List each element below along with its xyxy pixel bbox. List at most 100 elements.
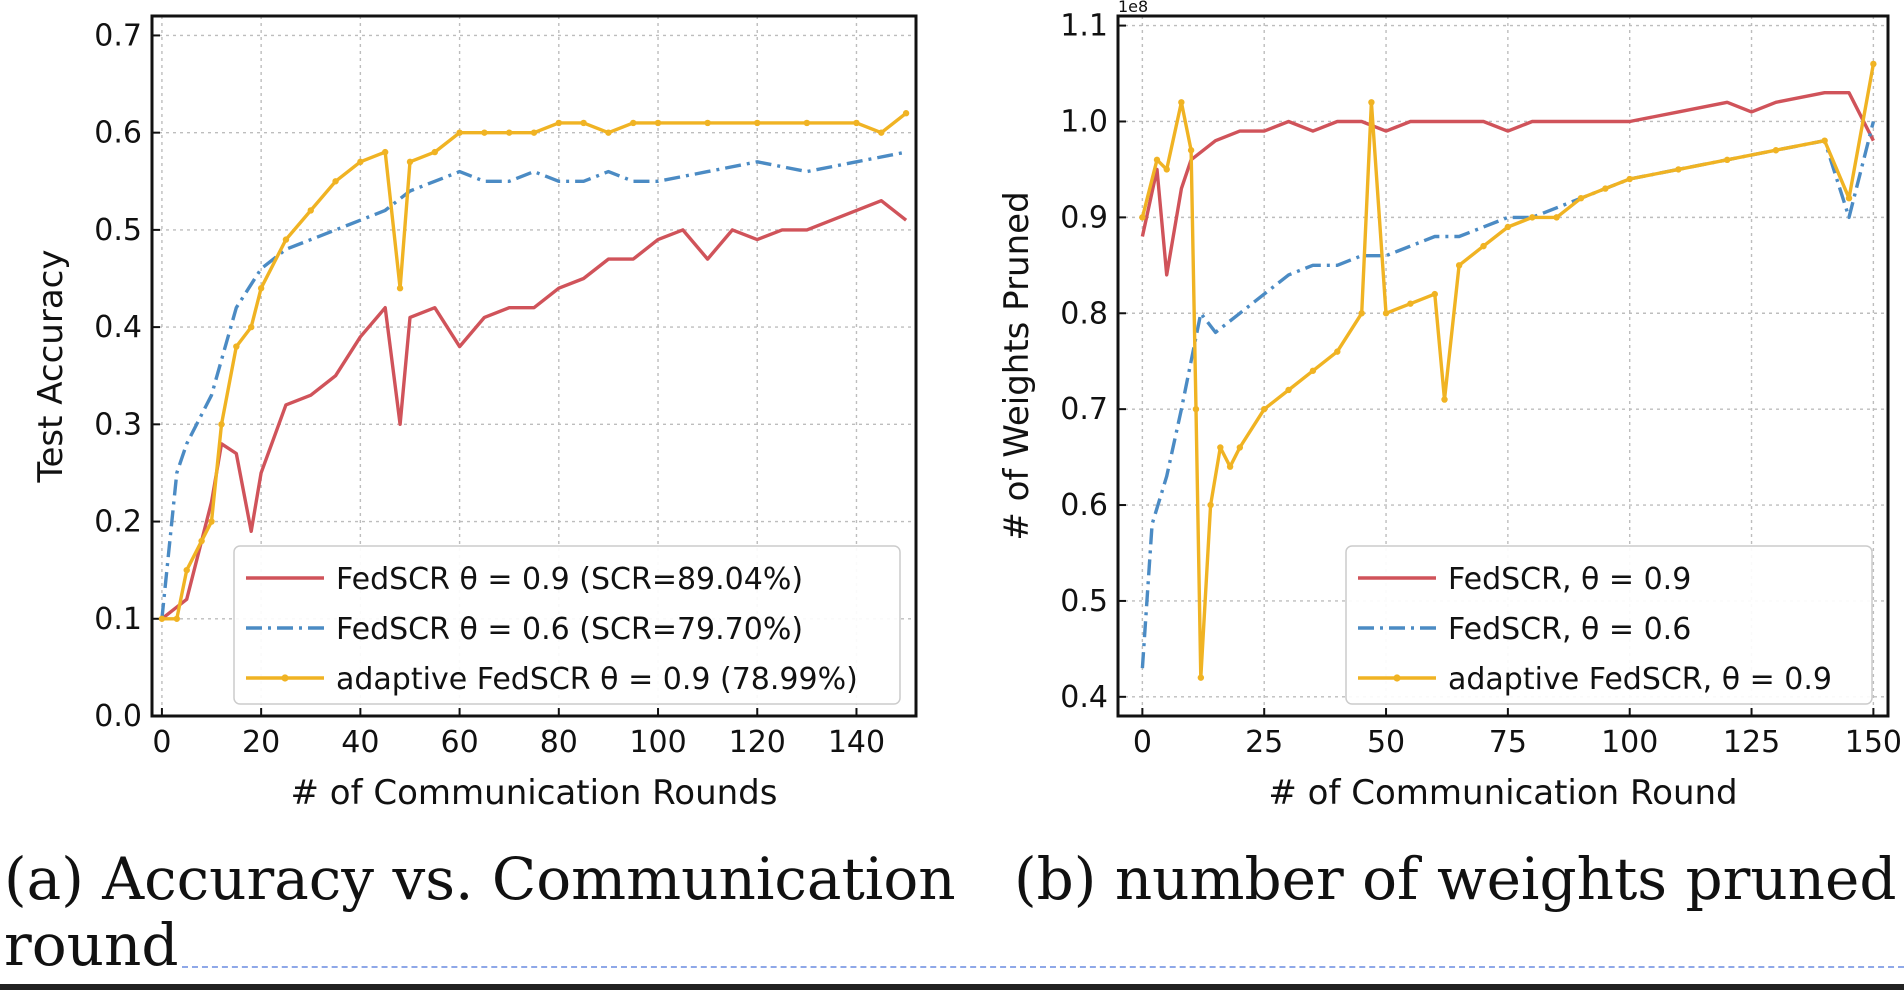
chart-a-series-2-point-22	[580, 119, 587, 127]
chart-a-xtick-label-3: 60	[440, 725, 478, 760]
chart-b-series-2-point-24	[1529, 214, 1536, 221]
caption-a-line2: round	[4, 911, 179, 979]
chart-b-series-2-point-20	[1441, 396, 1448, 403]
chart-b-series-line-1	[1140, 121, 1876, 669]
chart-a-ytick-label-6: 0.6	[94, 116, 142, 151]
chart-b-series-line-0	[1140, 90, 1875, 277]
chart-b-legend-label-2: adaptive FedSCR, θ = 0.9	[1448, 662, 1832, 697]
bottom-bar	[0, 984, 1904, 990]
chart-a-series-2-point-31	[902, 110, 910, 117]
chart-a-legend-marker-2	[281, 674, 289, 682]
chart-b-series-2-point-9	[1226, 463, 1234, 470]
chart-b-legend-label-0: FedSCR, θ = 0.9	[1448, 562, 1691, 597]
chart-a-xtick-label-2: 40	[341, 725, 379, 760]
chart-b-series-2-point-12	[1285, 386, 1292, 394]
chart-a-legend-label-1: FedSCR θ = 0.6 (SCR=79.70%)	[336, 612, 803, 647]
caption-b: (b) number of weights pruned	[1014, 846, 1897, 912]
chart-b-series-2-point-23	[1504, 223, 1512, 231]
chart-a-legend-label-2: adaptive FedSCR θ = 0.9 (78.99%)	[336, 662, 858, 697]
chart-a-xtick-label-1: 20	[242, 725, 280, 760]
chart-b-series-2-point-32	[1821, 137, 1828, 144]
chart-b-series-2-point-29	[1675, 166, 1682, 173]
caption-a: (a) Accuracy vs. Communication round	[4, 846, 964, 978]
chart-a-series-2-point-21	[555, 119, 563, 127]
chart-a-series-2-point-2	[183, 566, 190, 574]
chart-a-ytick-label-3: 0.3	[94, 407, 142, 442]
chart-b-series-2-point-27	[1602, 185, 1609, 192]
chart-b-series-2-point-3	[1178, 99, 1185, 106]
chart-a-series-2-point-25	[654, 119, 662, 127]
chart-a-series-2-point-23	[605, 129, 612, 136]
chart-b-ytick-label-1: 0.5	[1060, 584, 1108, 619]
chart-a-x-axis-label: # of Communication Rounds	[291, 773, 778, 813]
chart-a-series-2-point-7	[248, 323, 255, 331]
chart-b-series-2-point-15	[1358, 310, 1365, 317]
chart-a-series-2-point-16	[431, 148, 438, 156]
chart-a-accuracy: 0 20 40 60 80 100 120 140 0.0 0.1 0.2 0.3 0.4 0.5 0.6 0…	[31, 14, 918, 813]
chart-b-ytick-label-2: 0.6	[1060, 488, 1108, 523]
chart-a-legend-label-0: FedSCR θ = 0.9 (SCR=89.04%)	[336, 562, 803, 597]
chart-a-xtick-label-5: 100	[629, 725, 686, 760]
chart-a-series-2-point-6	[233, 343, 240, 350]
chart-b-series-2-point-4	[1187, 147, 1195, 154]
chart-b-series-2-point-16	[1368, 99, 1375, 106]
chart-b-offset-text: 1e8	[1118, 0, 1148, 16]
chart-a-series-2-point-10	[307, 207, 314, 214]
chart-b-xtick-label-4: 100	[1601, 725, 1658, 760]
chart-b-series-2-point-0	[1139, 214, 1146, 221]
chart-b-legend-box	[1345, 545, 1873, 705]
chart-a-series-2-point-28	[803, 119, 811, 127]
chart-b-ytick-label-4: 0.8	[1060, 296, 1108, 331]
chart-a-series-2-point-24	[630, 119, 637, 127]
chart-a-series-2-point-8	[257, 285, 265, 292]
chart-a-series-2-point-15	[406, 158, 414, 166]
chart-b-legend-label-1: FedSCR, θ = 0.6	[1448, 612, 1691, 647]
chart-a-series-2-point-9	[282, 236, 290, 243]
caption-b-text: (b) number of weights pruned	[1014, 845, 1897, 913]
chart-a-y-axis-label: Test Accuracy	[31, 250, 71, 484]
chart-b-series-2-point-13	[1309, 367, 1317, 374]
chart-b-ytick-label-5: 0.9	[1060, 200, 1108, 235]
chart-b-series-2-point-7	[1207, 501, 1214, 509]
chart-a-xtick-label-6: 120	[729, 725, 786, 760]
chart-b-series-2-point-17	[1382, 310, 1390, 317]
chart-a-axes-frame	[150, 14, 918, 718]
chart-a-ytick-label-0: 0.0	[94, 699, 142, 734]
chart-a-series-2-point-3	[198, 537, 205, 545]
chart-b-series-2-point-14	[1334, 348, 1341, 355]
chart-b-plot-area	[1139, 60, 1877, 681]
chart-a-series-2-point-13	[381, 148, 389, 156]
chart-b-series-2-point-1	[1153, 156, 1161, 164]
chart-a-series-2-point-1	[173, 615, 181, 622]
chart-b-ytick-label-0: 0.4	[1060, 680, 1108, 715]
chart-a-ytick-label-2: 0.2	[94, 505, 142, 540]
chart-a-ytick-label-5: 0.5	[94, 213, 142, 248]
chart-b-series-2-point-6	[1197, 674, 1205, 681]
chart-a-series-line-2	[161, 111, 908, 621]
chart-b-y-axis-label: # of Weights Pruned	[997, 191, 1037, 540]
chart-b-series-2-point-19	[1431, 290, 1438, 298]
chart-a-ytick-label-1: 0.1	[94, 602, 142, 637]
chart-b-series-2-point-34	[1870, 60, 1877, 68]
chart-b-series-2-point-33	[1845, 194, 1853, 202]
chart-b-series-2-point-31	[1772, 147, 1780, 154]
chart-a-series-2-point-26	[704, 119, 711, 127]
chart-a-ytick-label-4: 0.4	[94, 310, 142, 345]
chart-b-series-2-point-26	[1577, 194, 1585, 202]
chart-b-x-axis-label: # of Communication Round	[1268, 773, 1737, 813]
chart-a-series-2-point-29	[853, 119, 860, 127]
chart-a-plot-area	[158, 110, 910, 622]
chart-b-xtick-label-2: 50	[1367, 725, 1405, 760]
chart-a-series-2-point-0	[158, 615, 166, 622]
chart-b-xtick-label-5: 125	[1723, 725, 1780, 760]
chart-b-axes-frame	[1116, 14, 1890, 718]
chart-b-xtick-label-3: 75	[1489, 725, 1527, 760]
chart-a-xtick-label-4: 80	[540, 725, 578, 760]
chart-b-series-2-point-11	[1261, 405, 1268, 413]
chart-a-xtick-label-7: 140	[828, 725, 885, 760]
chart-a-legend-box	[233, 545, 901, 705]
chart-a-series-2-point-5	[218, 421, 225, 428]
chart-a-series-line-0	[160, 198, 908, 621]
chart-a-series-2-point-30	[878, 129, 885, 136]
chart-a-series-2-point-18	[481, 129, 488, 136]
